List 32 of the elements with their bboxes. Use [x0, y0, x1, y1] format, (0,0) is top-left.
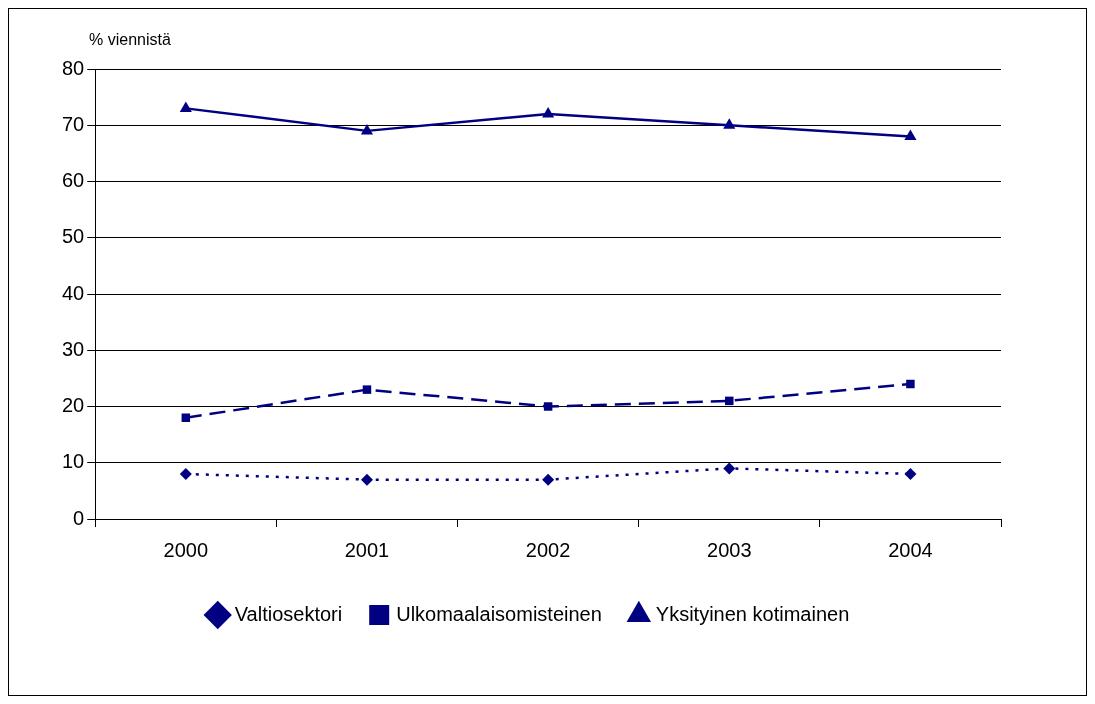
point	[543, 402, 553, 411]
point	[725, 396, 734, 406]
point	[723, 462, 736, 475]
y-tick-label: 10	[62, 450, 85, 473]
x-tick-label: 2003	[707, 538, 752, 561]
point	[904, 129, 917, 140]
y-tick-label: 20	[62, 394, 85, 417]
point	[179, 101, 192, 112]
point	[906, 379, 915, 389]
y-axis-title: % viennistä	[89, 31, 171, 49]
y-tick-label: 50	[62, 225, 85, 248]
y-tick-label: 30	[62, 337, 85, 360]
point	[904, 468, 917, 480]
point	[362, 385, 372, 394]
point	[360, 473, 373, 486]
legend-label: Valtiosektori	[234, 602, 343, 625]
point	[723, 118, 736, 129]
legend-label: Ulkomaalaisomisteinen	[396, 602, 602, 625]
y-tick-label: 40	[62, 281, 85, 304]
y-tick-label: 70	[62, 112, 85, 135]
point	[179, 468, 192, 480]
y-tick-label: 80	[62, 56, 85, 79]
point	[360, 123, 374, 135]
y-tick-label: 0	[73, 506, 85, 529]
legend-label: Yksityinen kotimainen	[655, 602, 850, 625]
point	[542, 107, 555, 118]
x-tick-label: 2000	[163, 538, 209, 561]
y-tick-label: 60	[62, 169, 85, 192]
x-tick-label: 2002	[525, 538, 571, 561]
x-tick-label: 2001	[344, 538, 390, 561]
x-tick-label: 2004	[888, 538, 933, 561]
point	[542, 473, 555, 486]
